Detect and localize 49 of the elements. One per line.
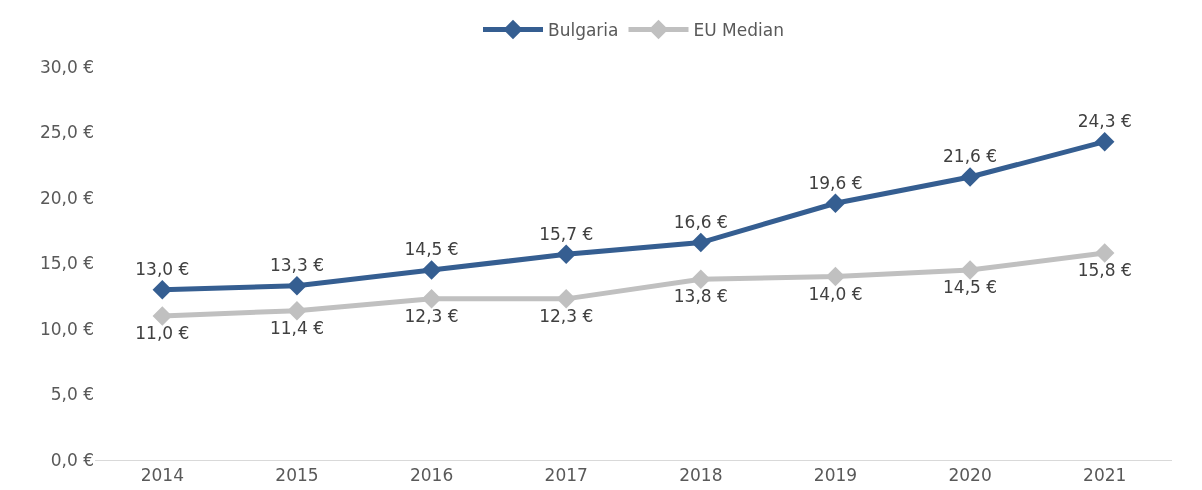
y-tick-label: 10,0 € bbox=[39, 318, 94, 339]
point bbox=[287, 300, 307, 321]
point bbox=[825, 193, 846, 213]
data-label: 13,3 € bbox=[269, 255, 324, 276]
data-label: 21,6 € bbox=[943, 146, 998, 167]
data-label: 24,3 € bbox=[1077, 111, 1132, 132]
data-label: 16,6 € bbox=[673, 211, 728, 232]
point bbox=[421, 260, 442, 280]
point bbox=[556, 289, 576, 309]
point bbox=[152, 306, 173, 326]
y-tick-label: 20,0 € bbox=[39, 187, 94, 208]
data-label: 19,6 € bbox=[808, 172, 863, 193]
point bbox=[691, 232, 711, 253]
data-label: 11,0 € bbox=[135, 323, 190, 344]
data-label: 13,8 € bbox=[673, 286, 728, 307]
point bbox=[960, 260, 980, 280]
data-label: 14,5 € bbox=[943, 277, 998, 298]
data-label: 12,3 € bbox=[539, 305, 594, 326]
legend-label: Bulgaria bbox=[548, 20, 619, 41]
y-tick-label: 0,0 € bbox=[50, 449, 94, 470]
data-label: 14,5 € bbox=[404, 239, 459, 260]
point bbox=[152, 279, 173, 300]
x-tick-label: 2014 bbox=[140, 465, 184, 486]
x-tick-label: 2019 bbox=[813, 465, 858, 486]
y-tick-label: 5,0 € bbox=[50, 384, 94, 405]
x-tick-label: 2015 bbox=[275, 465, 319, 486]
x-tick-label: 2016 bbox=[409, 465, 454, 486]
point bbox=[825, 266, 846, 287]
point bbox=[556, 244, 576, 265]
point bbox=[691, 269, 711, 289]
legend-label: EU Median bbox=[693, 20, 784, 41]
point bbox=[421, 289, 442, 309]
data-label: 12,3 € bbox=[404, 305, 459, 326]
data-label: 13,0 € bbox=[135, 259, 190, 280]
x-tick-label: 2018 bbox=[679, 465, 723, 486]
y-tick-label: 30,0 € bbox=[39, 56, 94, 77]
data-label: 15,8 € bbox=[1077, 260, 1132, 281]
point bbox=[960, 167, 980, 187]
point bbox=[1094, 131, 1115, 152]
x-tick-label: 2017 bbox=[544, 465, 588, 486]
data-label: 15,7 € bbox=[539, 223, 594, 244]
y-tick-label: 25,0 € bbox=[39, 122, 94, 143]
x-tick-label: 2020 bbox=[948, 465, 992, 486]
y-tick-label: 15,0 € bbox=[39, 253, 94, 274]
point bbox=[287, 276, 307, 296]
data-label: 14,0 € bbox=[808, 283, 863, 304]
x-tick-label: 2021 bbox=[1083, 465, 1127, 486]
data-label: 11,4 € bbox=[269, 317, 324, 338]
point bbox=[1094, 243, 1115, 263]
